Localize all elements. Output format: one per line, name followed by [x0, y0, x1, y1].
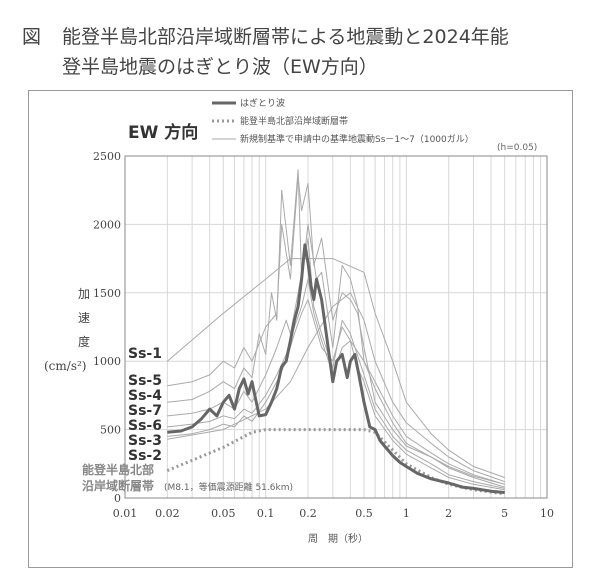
grid-lines: [125, 156, 547, 498]
ylabel-char-2: 速: [78, 311, 90, 325]
series---line: [167, 243, 505, 494]
x-tick-label: 10: [540, 507, 554, 520]
series-ss-4: [167, 169, 505, 485]
fault-label-line-2: 沿岸域断層帯: [81, 478, 154, 493]
series-ss-1: [166, 258, 505, 478]
ss-label-ss7: Ss-7: [128, 403, 162, 419]
ss-label-ss6: Ss-6: [128, 418, 162, 434]
ss-label-ss3: Ss-3: [128, 433, 162, 449]
legend-label-fault: 能登半島北部沿岸域断層帯: [240, 115, 348, 127]
ss-label-ss1: Ss-1: [128, 346, 162, 362]
y-tick-label: 500: [100, 424, 121, 437]
x-tick-label: 0.1: [257, 507, 275, 520]
y-tick-label: 2000: [93, 218, 121, 231]
fault-note: (M8.1，等価震源距離 51.6km): [164, 481, 293, 493]
plot-area: [124, 155, 548, 499]
fault-label-line-1: 能登半島北部: [82, 462, 154, 477]
x-tick-label: 2: [445, 507, 452, 520]
legend-label-hagitori: はぎとり波: [240, 97, 285, 109]
y-tick-label: 1000: [93, 355, 121, 368]
x-tick-label: 0.01: [113, 507, 138, 520]
ylabel-char-3: 度: [78, 334, 90, 349]
x-tick-label: 0.5: [355, 507, 373, 520]
chart-title: EW 方向: [128, 122, 198, 143]
series-layer: [166, 169, 505, 496]
x-tick-label: 5: [501, 507, 508, 520]
x-tick-label: 0.02: [155, 507, 180, 520]
series-ss-5: [167, 176, 505, 488]
x-tick-label: 1: [403, 507, 410, 520]
figure-caption-line-1: 能登半島北部沿岸域断層帯による地震動と2024年能: [62, 26, 509, 48]
series-ss-3: [167, 299, 505, 485]
x-tick-label: 0.2: [299, 507, 317, 520]
chart-frame: [28, 90, 573, 568]
y-tick-label: 0: [114, 492, 121, 505]
y-tick-label: 2500: [93, 150, 121, 163]
ylabel-unit: (cm/s²): [44, 359, 86, 373]
ss-label-ss2: Ss-2: [128, 448, 162, 464]
ylabel-char-1: 加: [78, 287, 90, 301]
figure-mark: 図: [22, 26, 42, 48]
damping-note: (h=0.05): [497, 143, 537, 153]
x-tick-labels: 0.01 0.02 0.05 0.1 0.2 0.5 1 2 5 10: [113, 507, 554, 520]
x-tick-label: 0.05: [211, 507, 236, 520]
series-ss-6: [167, 278, 505, 491]
y-tick-labels: 0 500 1000 1500 2000 2500: [93, 150, 121, 505]
ss-label-ss4: Ss-4: [128, 388, 162, 404]
legend-label-ss: 新規制基準で申請中の基準地震動Ss－1〜7（1000ガル）: [240, 133, 474, 145]
figure-caption-line-2: 登半島地震のはぎとり波（EW方向）: [62, 56, 378, 78]
y-tick-label: 1500: [93, 287, 121, 300]
ss-label-ss5: Ss-5: [128, 373, 162, 389]
xlabel: 周 期（秒）: [308, 532, 368, 545]
